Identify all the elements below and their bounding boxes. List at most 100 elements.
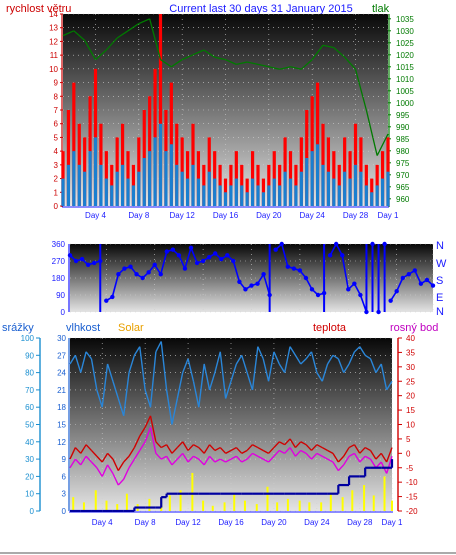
wind-x-tick-label: Day 28	[343, 211, 369, 220]
pressure-tick-label: 1015	[396, 63, 414, 72]
direction-tick-label: 270	[52, 257, 66, 266]
dewpoint-line-segment	[123, 467, 130, 480]
temperature-tick-label: 5	[406, 435, 411, 444]
dewpoint-line-segment	[343, 455, 350, 466]
humidity-line-segment	[160, 341, 168, 390]
humidity-line-segment	[353, 346, 361, 353]
dewpoint-line-segment	[187, 455, 194, 463]
pressure-line-segment	[95, 49, 107, 61]
humidity-line-segment	[337, 358, 345, 373]
direction-tick-label: 0	[61, 308, 66, 317]
direction-line-segment	[251, 282, 258, 287]
direction-line-segment	[136, 273, 144, 279]
humidity-line-segment	[198, 363, 205, 408]
rain-tick-label: 80	[25, 369, 34, 378]
humidity-line-segment	[386, 380, 393, 391]
wind-tick-label: 9	[54, 79, 59, 88]
pressure-line-segment	[300, 59, 313, 70]
wind-x-tick-label: Day 12	[169, 211, 195, 220]
dewpoint-line-segment	[219, 458, 226, 463]
dewpoint-line-segment	[80, 455, 87, 466]
humidity-line-segment	[69, 354, 76, 365]
humidity-line-segment	[90, 358, 98, 391]
humidity-axis-label: vlhkost	[66, 322, 100, 334]
temperature-line-segment	[128, 447, 135, 457]
humidity-line-segment	[96, 389, 103, 408]
pressure-line-segment	[149, 18, 162, 60]
dewpoint-line-segment	[241, 458, 248, 463]
wind-tick-label: 8	[54, 92, 59, 101]
wind-tick-label: 1	[54, 188, 59, 197]
pressure-line-segment	[192, 49, 205, 56]
solar-axis-label: Solar	[118, 322, 144, 334]
direction-line-segment	[202, 256, 210, 262]
direction-line-segment	[402, 273, 410, 279]
wind-tick-label: 3	[54, 161, 59, 170]
temperature-line-segment	[123, 455, 130, 463]
direction-line-segment	[293, 267, 301, 272]
temperature-line-segment	[182, 441, 189, 451]
humidity-line-segment	[214, 351, 221, 373]
pressure-line-segment	[311, 44, 324, 60]
humidity-line-segment	[224, 381, 232, 399]
temperature-line-segment	[348, 444, 355, 449]
direction-line-segment	[389, 290, 398, 302]
pressure-line-segment	[322, 44, 334, 49]
pressure-line-segment	[279, 66, 291, 70]
temperature-line-segment	[369, 450, 377, 460]
temperature-line-segment	[107, 452, 114, 460]
temperature-line-segment	[278, 441, 285, 446]
temperature-line-segment	[327, 449, 334, 454]
rain-axis-label: srážky	[2, 322, 34, 334]
direction-line-segment	[245, 284, 252, 291]
temperature-line-segment	[160, 444, 167, 449]
dewpoint-line-segment	[171, 458, 178, 466]
temp-x-tick-label: Day 20	[261, 518, 287, 527]
humidity-line-segment	[348, 351, 356, 365]
temperature-line-segment	[337, 455, 345, 463]
temp-x-tick-label: Day 4	[92, 518, 113, 527]
wind-tick-label: 0	[54, 202, 59, 211]
direction-line-segment	[111, 274, 120, 298]
direction-line-segment	[172, 249, 180, 256]
humidity-line-segment	[316, 372, 323, 382]
rain-tick-label: 40	[25, 438, 34, 447]
dewpoint-line-segment	[327, 458, 334, 463]
wind-x-tick-label: Day 4	[85, 211, 106, 220]
humidity-line-segment	[128, 355, 136, 373]
temperature-line-segment	[74, 447, 82, 454]
humidity-line-segment	[112, 381, 119, 399]
dewpoint-line-segment	[246, 452, 253, 460]
temperature-line-segment	[139, 427, 146, 437]
temperature-line-segment	[203, 444, 211, 454]
direction-line-segment	[148, 264, 156, 273]
humidity-line-segment	[278, 363, 286, 373]
direction-line-segment	[426, 279, 434, 287]
humidity-tick-label: 18	[57, 403, 66, 412]
pressure-tick-label: 965	[396, 183, 410, 192]
pressure-line-segment	[354, 69, 367, 111]
humidity-tick-label: 27	[57, 351, 66, 360]
temperature-line-segment	[246, 444, 253, 451]
dewpoint-line-segment	[155, 452, 162, 460]
direction-compass-labels: N W S E N	[436, 240, 447, 318]
temperature-line-segment	[96, 455, 103, 463]
temp-x-tick-label: Day 1	[382, 518, 403, 527]
direction-tick-label: 360	[52, 240, 66, 249]
dewpoint-line-segment	[133, 450, 141, 460]
temperature-line-segment	[353, 444, 361, 454]
direction-line-segment	[420, 279, 428, 285]
dewpoint-line-segment	[96, 467, 103, 477]
temperature-tick-label: 20	[406, 392, 415, 401]
pressure-line-segment	[62, 30, 75, 37]
direction-line-segment	[299, 269, 307, 279]
temperature-line-segment	[80, 444, 87, 454]
pressure-line-segment	[257, 63, 269, 68]
humidity-line-segment	[380, 363, 388, 391]
dewpoint-line-segment	[85, 455, 92, 463]
direction-line-segment	[190, 247, 198, 264]
dewpoint-line-segment	[359, 455, 366, 463]
temperature-line-segment	[321, 446, 328, 452]
humidity-line-segment	[369, 358, 377, 373]
